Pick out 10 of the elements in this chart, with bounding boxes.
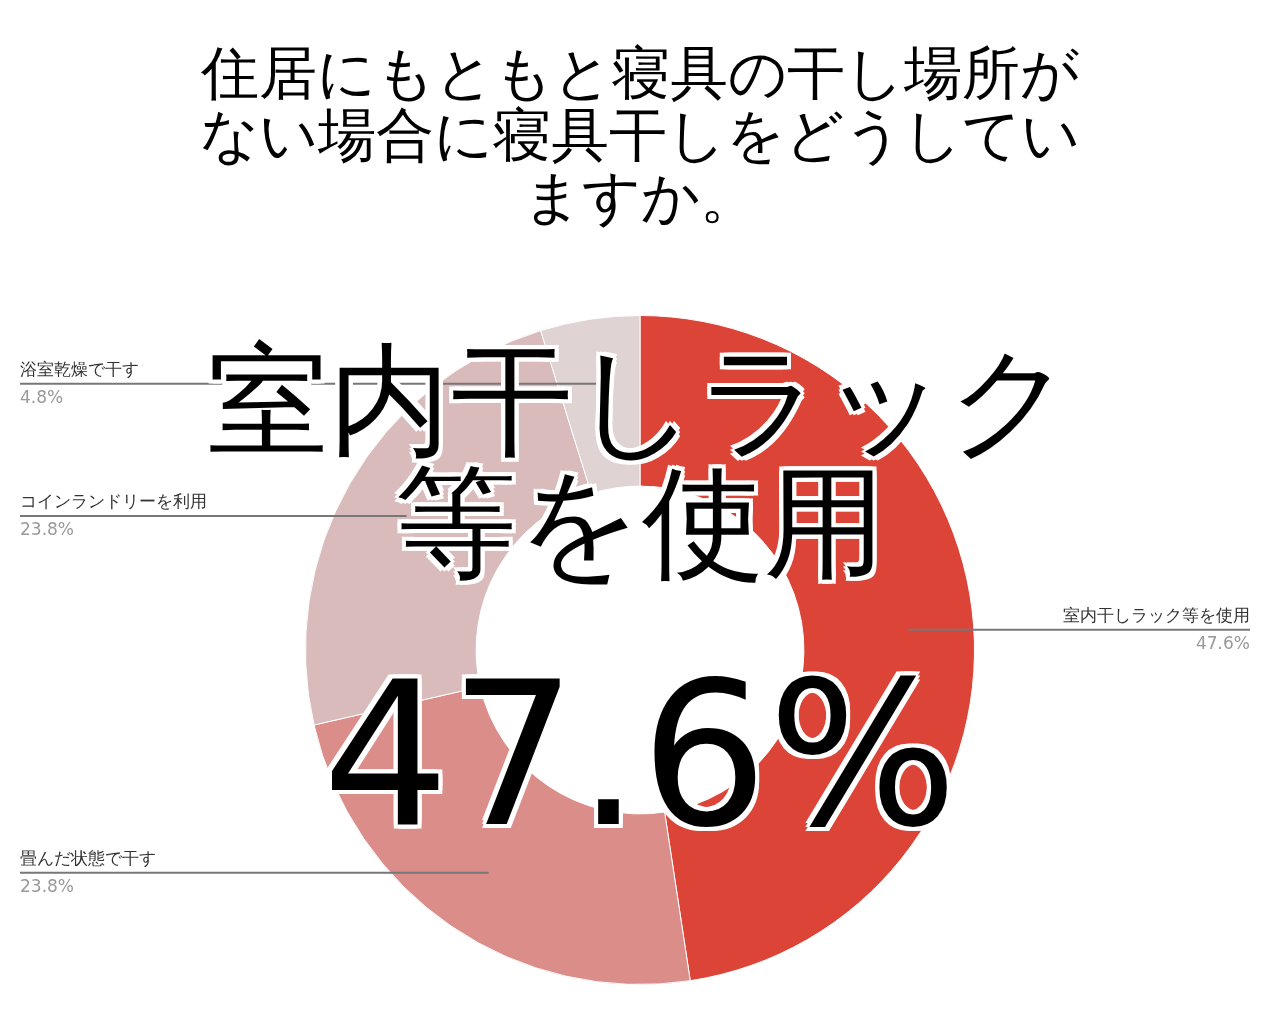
data-label: 47.6% (1195, 632, 1250, 653)
data-label: 4.8% (20, 386, 64, 407)
slice-label: コインランドリーを利用 (20, 490, 207, 511)
text: 47.6% (322, 638, 958, 871)
chart-title: 住居にもともと寝具の干し場所がない場合に寝具干しをどうしていますか。 (200, 39, 1080, 231)
slice-label: 畳んだ状態で干す (20, 847, 156, 868)
slice-label: 浴室乾燥で干す (20, 358, 139, 379)
slice-label: 室内干しラック等を使用 (1063, 604, 1250, 625)
data-label: 23.8% (20, 518, 75, 539)
data-label: 23.8% (20, 875, 75, 896)
